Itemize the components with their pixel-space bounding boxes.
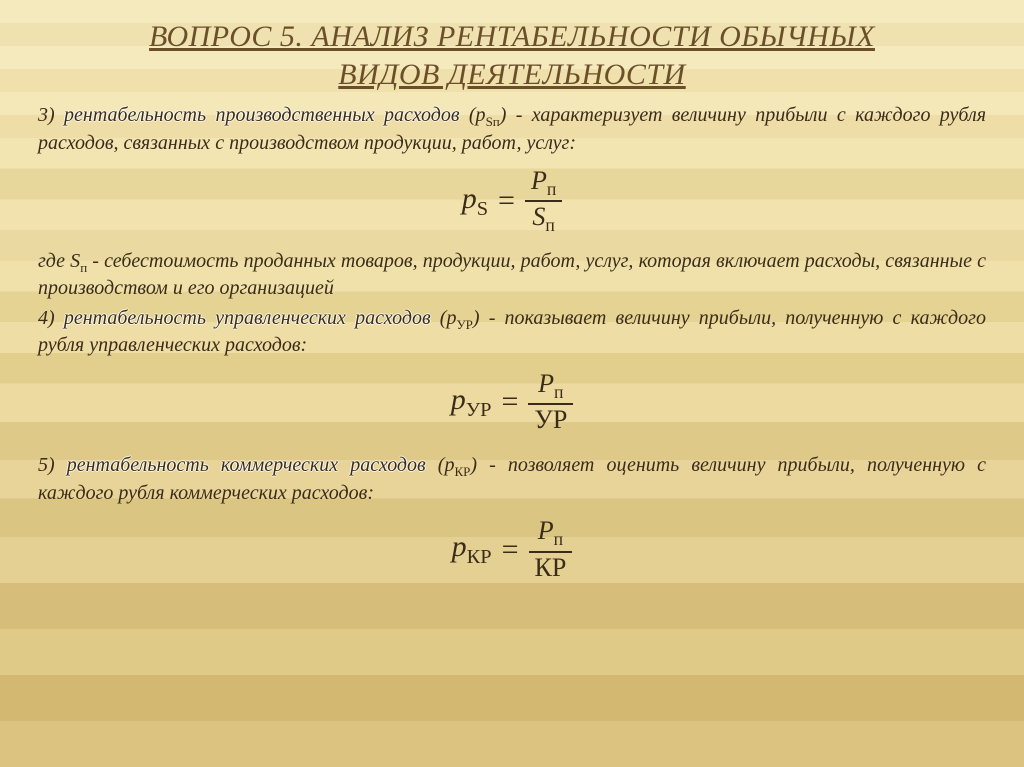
paragraph-4: 4) рентабельность управленческих расходо… <box>38 306 986 359</box>
f3-eq: = <box>502 533 519 567</box>
f3-den: КР <box>535 553 567 582</box>
formula-3: pКР = Pп КР <box>38 516 986 582</box>
f3-lhs-sub: КР <box>467 546 492 568</box>
p3def-a: где S <box>38 250 80 272</box>
f2-num-sub: п <box>554 382 563 402</box>
paragraph-3: 3) рентабельность производственных расхо… <box>38 103 986 156</box>
p4-sub: УР <box>456 317 472 332</box>
f3-num: P <box>538 516 554 545</box>
f1-num-sub: п <box>547 179 556 199</box>
f2-den: УР <box>534 405 567 434</box>
p3-number: 3) <box>38 104 64 126</box>
slide-title: ВОПРОС 5. АНАЛИЗ РЕНТАБЕЛЬНОСТИ ОБЫЧНЫХ … <box>38 18 986 93</box>
f1-den-sub: п <box>545 216 554 236</box>
p3-open: (p <box>460 104 486 126</box>
f2-num: P <box>538 369 554 398</box>
title-line-2: ВИДОВ ДЕЯТЕЛЬНОСТИ <box>338 58 685 91</box>
p5-number: 5) <box>38 454 67 476</box>
p5-term: рентабельность коммерческих расходов <box>67 454 426 476</box>
f1-lhs: p <box>462 182 477 215</box>
f3-lhs: p <box>452 530 467 563</box>
f1-num: P <box>531 166 547 195</box>
f1-eq: = <box>498 184 515 218</box>
f3-num-sub: п <box>554 530 563 550</box>
p4-open: (p <box>431 307 457 329</box>
title-line-1: ВОПРОС 5. АНАЛИЗ РЕНТАБЕЛЬНОСТИ ОБЫЧНЫХ <box>149 20 875 53</box>
paragraph-5: 5) рентабельность коммерческих расходов … <box>38 453 986 506</box>
f3-fraction: Pп КР <box>529 516 573 582</box>
f1-fraction: Pп Sп <box>525 166 562 236</box>
p4-number: 4) <box>38 307 64 329</box>
slide: ВОПРОС 5. АНАЛИЗ РЕНТАБЕЛЬНОСТИ ОБЫЧНЫХ … <box>0 0 1024 767</box>
f2-lhs: p <box>451 383 466 416</box>
p3-term: рентабельность производственных расходов <box>64 104 460 126</box>
f1-den: S <box>532 202 545 231</box>
formula-2: pУР = Pп УР <box>38 369 986 435</box>
formula-1: pS = Pп Sп <box>38 166 986 236</box>
p5-sub: КР <box>454 464 470 479</box>
f2-lhs-sub: УР <box>466 399 492 421</box>
p3-sub: Sп <box>486 114 500 129</box>
paragraph-3-def: где Sп - себестоимость проданных товаров… <box>38 249 986 302</box>
p3def-b: - себестоимость проданных товаров, проду… <box>38 250 986 300</box>
p4-term: рентабельность управленческих расходов <box>64 307 431 329</box>
f1-lhs-sub: S <box>477 198 488 220</box>
f2-fraction: Pп УР <box>528 369 573 435</box>
f2-eq: = <box>501 385 518 419</box>
p5-open: (p <box>426 454 455 476</box>
